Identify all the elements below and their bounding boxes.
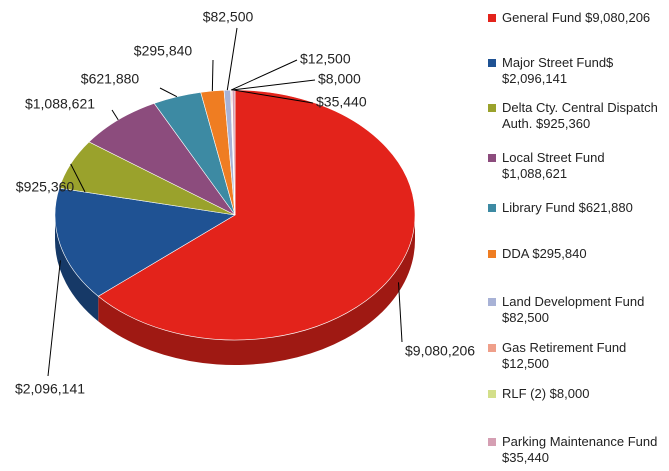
legend-item: Local Street Fund $1,088,621 bbox=[488, 150, 666, 182]
legend-label: Parking Maintenance Fund $35,440 bbox=[502, 434, 658, 465]
legend-swatch bbox=[488, 344, 496, 352]
leader-line bbox=[211, 59, 214, 92]
legend-item: Land Development Fund $82,500 bbox=[488, 294, 666, 326]
data-label: $295,840 bbox=[134, 43, 193, 59]
legend-item: DDA $295,840 bbox=[488, 246, 666, 262]
leader-line bbox=[111, 109, 119, 121]
legend-label: Land Development Fund $82,500 bbox=[502, 294, 645, 325]
leader-line bbox=[397, 282, 403, 343]
legend-swatch bbox=[488, 438, 496, 446]
legend-label: RLF (2) $8,000 bbox=[502, 386, 590, 401]
leader-line bbox=[226, 27, 238, 91]
legend-label: Local Street Fund $1,088,621 bbox=[502, 150, 605, 181]
legend-swatch bbox=[488, 390, 496, 398]
pie-side bbox=[55, 215, 99, 322]
leader-line bbox=[47, 260, 61, 377]
legend-label: Gas Retirement Fund $12,500 bbox=[502, 340, 627, 371]
data-label: $8,000 bbox=[318, 71, 361, 87]
data-label: $35,440 bbox=[316, 94, 367, 110]
legend-item: Parking Maintenance Fund $35,440 bbox=[488, 434, 666, 466]
pie-slice bbox=[97, 89, 416, 341]
data-label: $9,080,206 bbox=[405, 343, 475, 359]
legend-item: Delta Cty. Central Dispatch Auth. $925,3… bbox=[488, 100, 666, 132]
leader-line bbox=[70, 163, 86, 193]
data-label: $82,500 bbox=[203, 9, 254, 25]
legend-swatch bbox=[488, 59, 496, 67]
legend-swatch bbox=[488, 298, 496, 306]
legend-label: DDA $295,840 bbox=[502, 246, 587, 261]
leader-line bbox=[230, 59, 298, 91]
legend-item: Gas Retirement Fund $12,500 bbox=[488, 340, 666, 372]
legend-label: General Fund $9,080,206 bbox=[502, 10, 651, 25]
legend-swatch bbox=[488, 14, 496, 22]
legend-label: Major Street Fund$ $2,096,141 bbox=[502, 55, 614, 86]
legend-item: Library Fund $621,880 bbox=[488, 200, 666, 216]
legend-swatch bbox=[488, 204, 496, 212]
pie-side bbox=[98, 215, 415, 366]
data-label: $621,880 bbox=[81, 71, 140, 87]
legend-swatch bbox=[488, 104, 496, 112]
legend-item: Major Street Fund$ $2,096,141 bbox=[488, 55, 666, 87]
leader-line bbox=[233, 89, 314, 104]
data-label: $2,096,141 bbox=[15, 381, 85, 397]
legend-item: RLF (2) $8,000 bbox=[488, 386, 666, 402]
data-label: $925,360 bbox=[16, 179, 75, 195]
chart: $9,080,206 $2,096,141 $925,360 $1,088,621 $6… bbox=[15, 9, 475, 397]
data-label: $12,500 bbox=[300, 51, 351, 67]
legend-swatch bbox=[488, 154, 496, 162]
leader-line bbox=[159, 87, 178, 98]
legend-label: Library Fund $621,880 bbox=[502, 200, 633, 215]
legend-label: Delta Cty. Central Dispatch Auth. $925,3… bbox=[502, 100, 658, 131]
legend-swatch bbox=[488, 250, 496, 258]
data-label: $1,088,621 bbox=[25, 96, 95, 112]
legend-item: General Fund $9,080,206 bbox=[488, 10, 666, 26]
leader-line bbox=[231, 79, 316, 91]
pie-slice bbox=[54, 187, 236, 297]
